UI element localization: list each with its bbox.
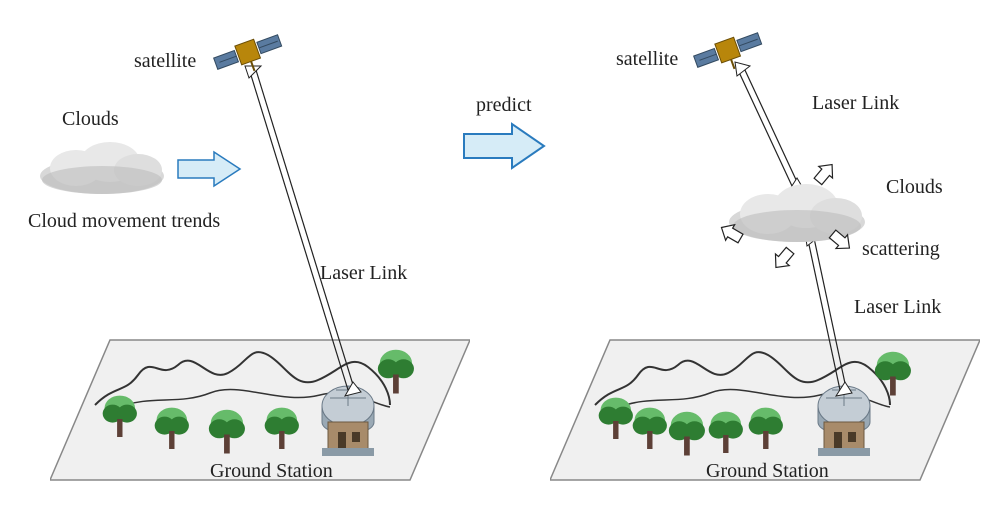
clouds-label-right: Clouds <box>886 176 943 199</box>
clouds-label-left: Clouds <box>62 108 119 131</box>
satellite-left-icon <box>208 28 288 78</box>
scatter-arrow <box>768 244 798 274</box>
satellite-label-right: satellite <box>616 48 678 71</box>
left-panel: Ground Station Laser Link Clouds Cloud m… <box>0 0 480 512</box>
scattering-label: scattering <box>862 238 940 261</box>
satellite-right-icon <box>688 26 768 76</box>
right-panel: Ground Station Laser Link Laser Link Clo… <box>510 0 990 512</box>
laser-link-bottom-label: Laser Link <box>854 296 941 319</box>
satellite-label-left: satellite <box>134 50 196 73</box>
scatter-arrow <box>716 218 746 248</box>
scatter-arrow <box>810 158 840 188</box>
laser-link-top-label: Laser Link <box>812 92 899 115</box>
cloud-left <box>32 136 172 198</box>
scatter-arrow <box>826 226 856 256</box>
laser-link-label-left: Laser Link <box>320 262 407 285</box>
cloud-trend-arrow <box>174 148 246 190</box>
cloud-trend-label: Cloud movement trends <box>28 210 220 233</box>
